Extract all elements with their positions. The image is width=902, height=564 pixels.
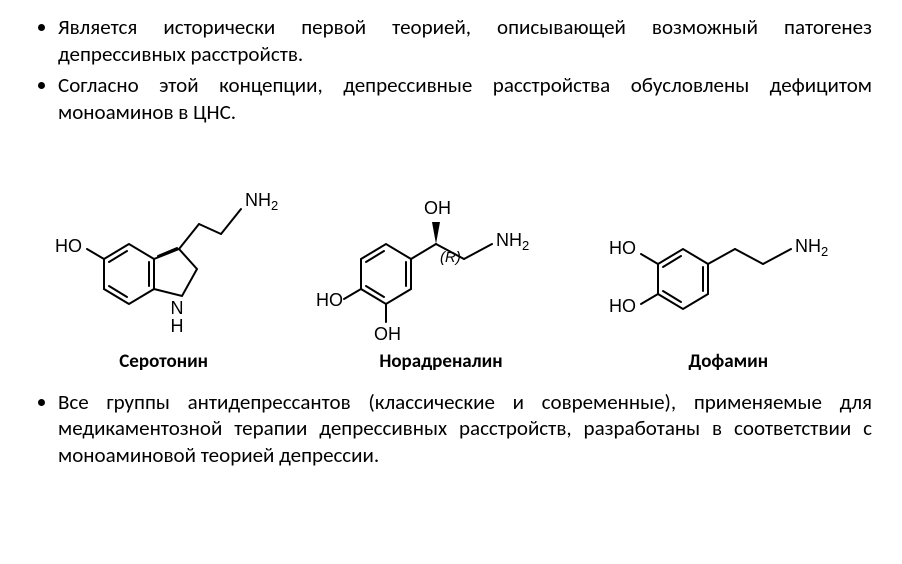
r-label: (R) xyxy=(440,249,461,266)
ho1-label: HO xyxy=(609,238,636,258)
serotonin-structure-icon: NH2 HO N H xyxy=(49,144,279,344)
ho-label: HO xyxy=(55,236,82,256)
noradrenaline-structure-icon: OH (R) NH2 HO OH xyxy=(316,174,566,344)
molecule-label: Дофамин xyxy=(689,350,769,373)
nh2-label: NH2 xyxy=(795,236,828,259)
n-label: N xyxy=(170,298,183,318)
oh-bot-label: OH xyxy=(374,324,401,344)
nh2-label: NH2 xyxy=(245,190,278,213)
molecule-serotonin: NH2 HO N H Серотонин xyxy=(49,144,279,373)
slide: Является исторически первой теорией, опи… xyxy=(0,0,902,485)
bullet-list-bottom: Все группы антидепрессантов (классически… xyxy=(30,389,872,470)
molecule-noradrenaline: OH (R) NH2 HO OH Норадреналин xyxy=(316,174,566,373)
molecule-label: Серотонин xyxy=(119,350,208,373)
bullet-item: Все группы антидепрессантов (классически… xyxy=(58,389,872,470)
ho1-label: HO xyxy=(316,290,343,310)
ho2-label: HO xyxy=(609,296,636,316)
bullet-list-top: Является исторически первой теорией, опи… xyxy=(30,14,872,126)
h-label: H xyxy=(170,316,183,336)
bullet-item: Согласно этой концепции, депрессивные ра… xyxy=(58,72,872,126)
oh-top-label: OH xyxy=(424,198,451,218)
molecule-row: NH2 HO N H Серотонин xyxy=(30,144,872,373)
molecule-label: Норадреналин xyxy=(379,350,502,373)
nh2-label: NH2 xyxy=(496,230,529,253)
bullet-item: Является исторически первой теорией, опи… xyxy=(58,14,872,68)
dopamine-structure-icon: HO HO NH2 xyxy=(603,194,853,344)
molecule-dopamine: HO HO NH2 Дофамин xyxy=(603,194,853,373)
